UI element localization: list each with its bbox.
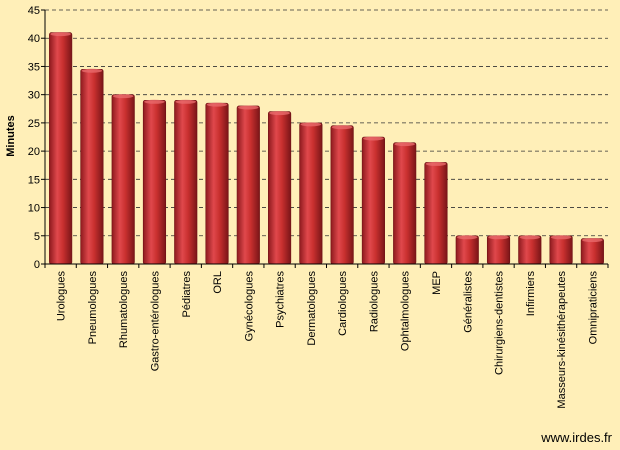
x-tick-label: ORL: [212, 271, 224, 294]
bar: [486, 235, 511, 265]
bar: [580, 238, 604, 265]
y-tick-label: 0: [34, 259, 40, 271]
bar: [236, 105, 260, 265]
bar: [111, 94, 135, 265]
bar-top: [112, 94, 134, 99]
bar-top: [363, 136, 384, 141]
y-tick-label: 25: [28, 118, 40, 130]
bar: [361, 136, 385, 265]
x-tick-label: Masseurs-kinésithérapeutes: [556, 271, 568, 409]
x-tick-label: Gastro-entérologues: [149, 271, 161, 372]
x-tick-label: Cardiologues: [337, 271, 349, 336]
axes: [41, 9, 609, 268]
x-tick-label: Chirurgiens-dentistes: [494, 271, 506, 375]
x-tick-label: Pneumologues: [87, 271, 99, 345]
x-tick-label: Gynécologues: [243, 271, 255, 342]
y-tick-label: 15: [28, 174, 40, 186]
bar-top: [206, 102, 228, 107]
bar-top: [331, 125, 353, 130]
bar-top: [582, 238, 603, 243]
y-tick-label: 5: [34, 231, 40, 243]
x-tick-label: Généralistes: [462, 271, 474, 333]
bar-top: [269, 111, 290, 116]
bar: [424, 162, 448, 265]
bar-top: [550, 235, 572, 240]
gridlines: [45, 9, 608, 237]
bar: [205, 102, 229, 265]
x-tick-label: Psychiatres: [275, 271, 287, 328]
y-tick-label: 30: [28, 90, 40, 102]
bar: [455, 235, 479, 265]
x-tick-labels: Urologues Pneumologues Rhumatologues Gastro…: [56, 271, 600, 409]
y-tick-label: 10: [28, 203, 40, 215]
bar: [142, 100, 167, 265]
x-tick-label: Infirmiers: [525, 271, 537, 317]
bar: [49, 32, 73, 265]
bar: [330, 125, 354, 265]
y-tick-label: 35: [28, 61, 40, 73]
source-credit: www.irdes.fr: [541, 430, 612, 445]
x-tick-label: Urologues: [56, 271, 68, 322]
bar-top: [81, 68, 103, 73]
bar-top: [488, 235, 509, 240]
bar: [80, 68, 104, 265]
bars: [49, 32, 604, 265]
bar-top: [50, 32, 71, 37]
x-tick-label: Rhumatologues: [118, 271, 130, 349]
bar-top: [144, 99, 165, 104]
x-tick-label: Radiologues: [368, 271, 380, 333]
x-tick-label: Ophtalmologues: [400, 271, 412, 352]
bar: [174, 100, 198, 265]
y-tick-label: 20: [28, 146, 40, 158]
bar-top: [425, 161, 447, 166]
bar: [393, 142, 417, 265]
x-tick-label: Pédiatres: [181, 271, 193, 318]
bar-top: [456, 235, 478, 240]
y-tick-label: 40: [28, 33, 40, 45]
bar: [299, 122, 323, 265]
bar: [518, 235, 542, 265]
y-tick-labels: 0 5 10 15 20 25 30 35 40 45: [28, 5, 40, 271]
y-tick-label: 45: [28, 5, 40, 17]
bar: [268, 111, 292, 265]
bar-top: [300, 122, 322, 127]
bar-top: [238, 105, 259, 110]
x-tick-label: MEP: [431, 271, 443, 295]
bar-top: [394, 142, 415, 147]
x-tick-label: Dermatologues: [306, 271, 318, 346]
bar-top: [175, 99, 197, 104]
bar: [549, 235, 573, 265]
bar-top: [519, 235, 541, 240]
y-axis-label: Minutes: [5, 115, 17, 157]
x-tick-label: Omnipraticiens: [587, 271, 599, 345]
